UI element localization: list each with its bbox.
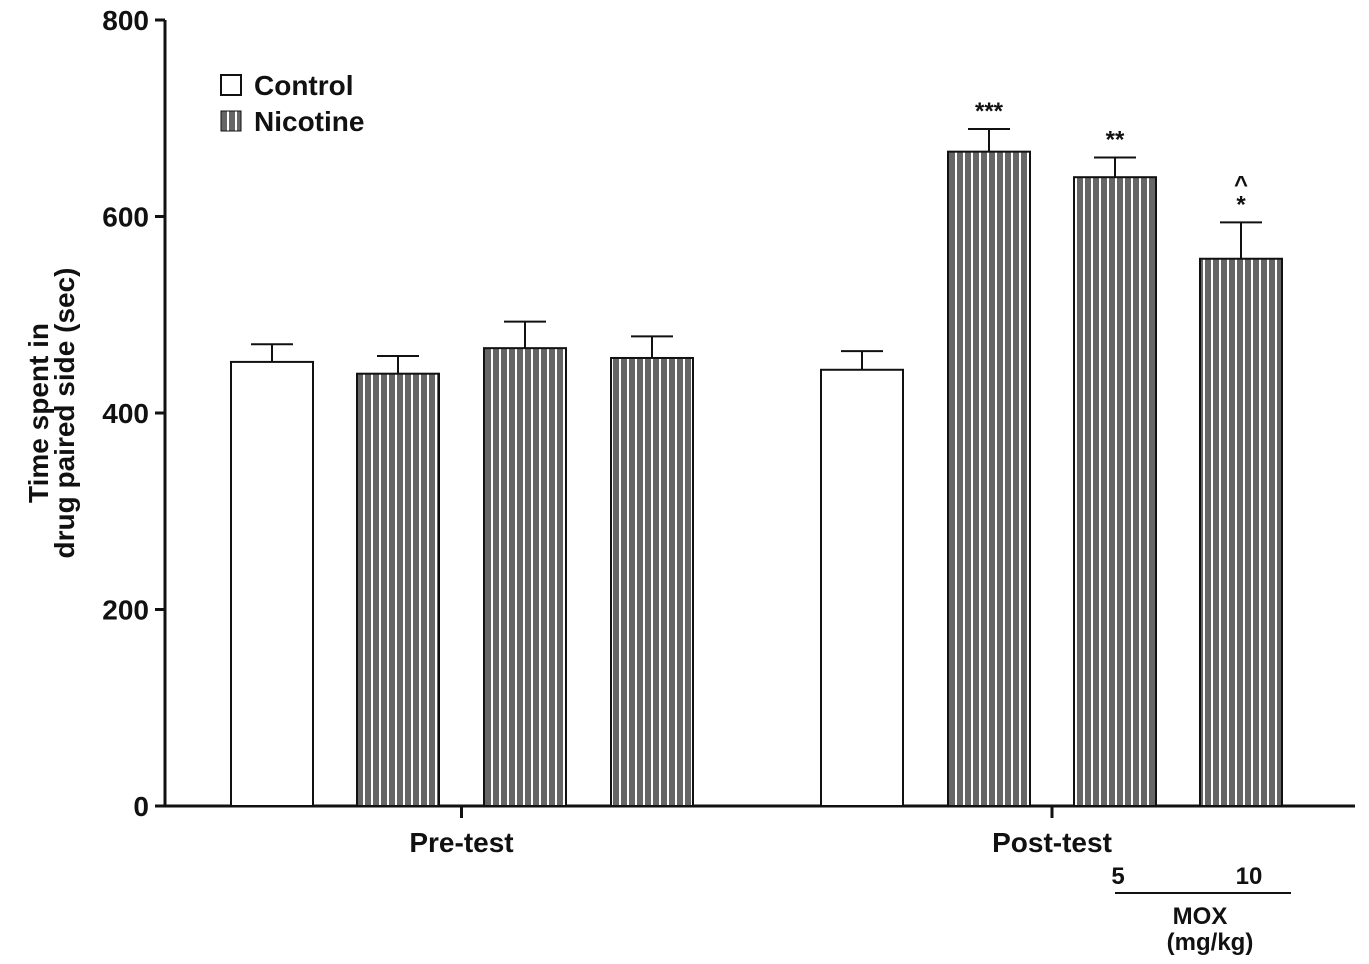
x-group-label: Post-test bbox=[992, 827, 1112, 858]
y-tick-label: 0 bbox=[133, 791, 149, 822]
legend-label-nicotine: Nicotine bbox=[254, 106, 364, 137]
dose-bracket: 5 10 MOX (mg/kg) bbox=[1111, 863, 1291, 956]
y-axis-title-line-2: drug paired side (sec) bbox=[49, 268, 80, 559]
legend: Control Nicotine bbox=[220, 70, 364, 137]
significance-label-secondary: ^ bbox=[1234, 171, 1248, 198]
legend-label-control: Control bbox=[254, 70, 354, 101]
significance-label: *** bbox=[975, 98, 1004, 125]
axes bbox=[163, 20, 1355, 808]
bar-nicotine bbox=[483, 347, 567, 807]
dose-label: 10 bbox=[1236, 863, 1263, 890]
significance-label: ** bbox=[1106, 127, 1125, 154]
bar-nicotine bbox=[1073, 176, 1157, 807]
legend-swatch-control bbox=[220, 74, 242, 96]
dose-caption-line-1: MOX bbox=[1173, 903, 1228, 930]
x-group-label: Pre-test bbox=[409, 827, 513, 858]
bar-control bbox=[230, 360, 314, 807]
y-axis-title-line-1: Time spent in bbox=[23, 323, 54, 503]
legend-swatch-nicotine bbox=[220, 110, 242, 132]
significance-label: * bbox=[1236, 191, 1246, 218]
y-tick-label: 400 bbox=[102, 398, 149, 429]
y-tick-label: 200 bbox=[102, 595, 149, 626]
dose-label: 5 bbox=[1111, 863, 1124, 890]
bar-nicotine bbox=[356, 372, 440, 807]
bar-nicotine bbox=[1199, 257, 1283, 807]
bars: ******^ bbox=[230, 98, 1283, 807]
bar-nicotine bbox=[610, 356, 694, 807]
y-ticks: 0 200 400 600 800 bbox=[102, 5, 165, 822]
y-tick-label: 600 bbox=[102, 202, 149, 233]
x-group-labels: Pre-test Post-test bbox=[409, 806, 1112, 858]
bar-control bbox=[820, 368, 904, 807]
bar-nicotine bbox=[947, 150, 1031, 807]
dose-caption-line-2: (mg/kg) bbox=[1167, 929, 1254, 956]
y-tick-label: 800 bbox=[102, 5, 149, 36]
